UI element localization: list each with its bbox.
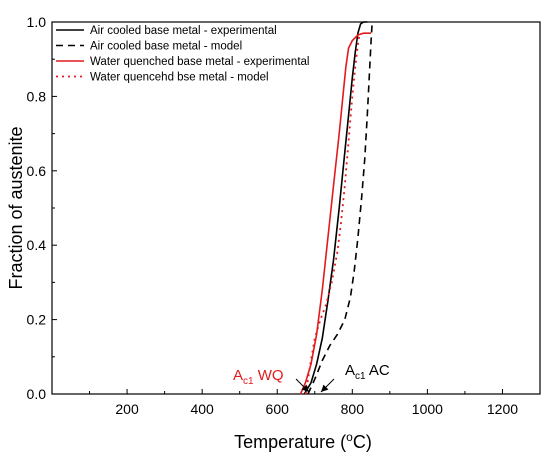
y-tick-label: 0.2	[27, 312, 47, 328]
annotation-arrow-head	[321, 384, 329, 392]
series-line-2	[307, 21, 373, 395]
ac1-annotation: Ac1 WQ	[233, 367, 284, 387]
x-tick-label: 1000	[412, 401, 443, 417]
legend-label: Water quenched base metal - experimental	[90, 56, 309, 68]
series-line-1	[303, 21, 368, 395]
legend: Air cooled base metal - experimental Air …	[56, 25, 309, 84]
y-tick-label: 0.0	[27, 386, 47, 402]
x-axis-label-end: C)	[353, 432, 372, 452]
legend-label: Water quencehd bse metal - model	[90, 72, 269, 84]
x-axis-label: Temperature (oC)	[234, 430, 372, 452]
ac1-annotation: Ac1 AC	[345, 362, 390, 382]
annotation-arrow-head	[301, 384, 309, 392]
y-tick-label: 0.4	[27, 237, 47, 253]
y-tick-label: 1.0	[27, 14, 47, 30]
annotation-layer: Ac1 WQ Ac1 AC	[233, 362, 390, 393]
x-tick-label: 600	[266, 401, 290, 417]
x-tick-label: 200	[115, 401, 139, 417]
y-tick-label: 0.8	[27, 88, 47, 104]
series-line-3	[299, 32, 372, 395]
x-tick-label: 800	[341, 401, 365, 417]
x-tick-label: 400	[190, 401, 214, 417]
legend-label: Air cooled base metal - model	[90, 41, 242, 53]
series-layer	[299, 21, 373, 395]
y-axis-label: Fraction of austenite	[6, 126, 26, 289]
y-tick-label: 0.6	[27, 163, 47, 179]
legend-label: Air cooled base metal - experimental	[90, 25, 277, 37]
x-axis-label-sup: o	[346, 430, 353, 444]
x-axis-label-main: Temperature (	[234, 432, 346, 452]
axis-ticks: 200 400 600 800 1000 1200 0.0 0.2 0.4 0.6 0.8 1.0	[27, 14, 519, 417]
x-tick-label: 1200	[487, 401, 518, 417]
